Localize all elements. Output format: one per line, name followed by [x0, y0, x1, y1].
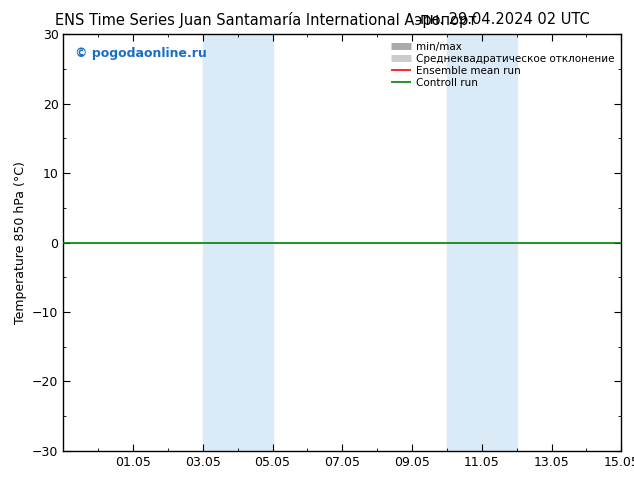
Text: ENS Time Series Juan Santamaría International Аэропорт: ENS Time Series Juan Santamaría Internat… [55, 12, 477, 28]
Text: © pogodaonline.ru: © pogodaonline.ru [75, 47, 206, 60]
Bar [203, 34, 273, 451]
Bar [447, 34, 517, 451]
Y-axis label: Temperature 850 hPa (°C): Temperature 850 hPa (°C) [13, 161, 27, 324]
Text: пн. 29.04.2024 02 UTC: пн. 29.04.2024 02 UTC [420, 12, 590, 27]
Legend: min/max, Среднеквадратическое отклонение, Ensemble mean run, Controll run: min/max, Среднеквадратическое отклонение… [389, 40, 616, 90]
